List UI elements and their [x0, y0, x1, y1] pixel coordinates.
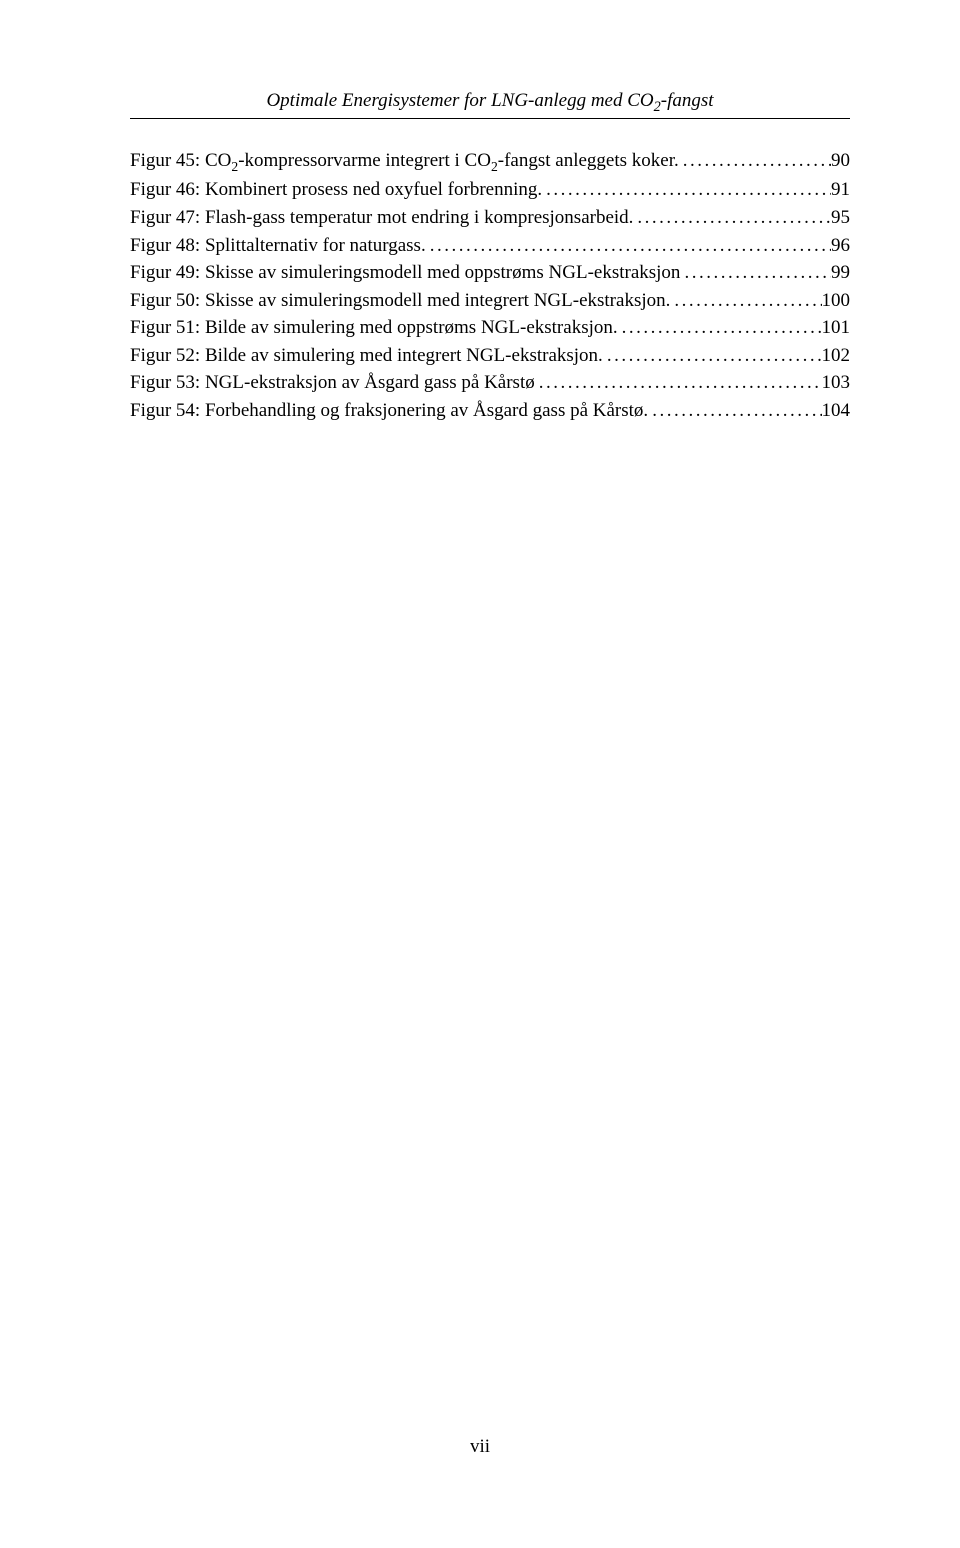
- page-header: Optimale Energisystemer for LNG-anlegg m…: [130, 90, 850, 119]
- toc-page-number: 90: [831, 147, 850, 175]
- table-of-contents: Figur 45: CO2-kompressorvarme integrert …: [130, 147, 850, 425]
- toc-leader-dots: [680, 259, 831, 287]
- page-footer: vii: [0, 1436, 960, 1458]
- toc-entry: Figur 45: CO2-kompressorvarme integrert …: [130, 147, 850, 177]
- toc-entry: Figur 49: Skisse av simuleringsmodell me…: [130, 259, 850, 287]
- toc-entry: Figur 54: Forbehandling og fraksjonering…: [130, 397, 850, 425]
- header-suffix: -fangst: [661, 90, 714, 111]
- toc-entry: Figur 47: Flash-gass temperatur mot endr…: [130, 204, 850, 232]
- toc-label: Figur 54: Forbehandling og fraksjonering…: [130, 397, 648, 425]
- toc-entry: Figur 48: Splittalternativ for naturgass…: [130, 232, 850, 260]
- toc-page-number: 99: [831, 259, 850, 287]
- toc-label: Figur 48: Splittalternativ for naturgass…: [130, 232, 426, 260]
- toc-page-number: 95: [831, 204, 850, 232]
- toc-page-number: 104: [822, 397, 851, 425]
- toc-leader-dots: [603, 342, 822, 370]
- toc-label: Figur 51: Bilde av simulering med oppstr…: [130, 314, 618, 342]
- toc-label: Figur 47: Flash-gass temperatur mot endr…: [130, 204, 633, 232]
- toc-label: Figur 49: Skisse av simuleringsmodell me…: [130, 259, 680, 287]
- toc-entry: Figur 50: Skisse av simuleringsmodell me…: [130, 287, 850, 315]
- toc-page-number: 103: [822, 369, 851, 397]
- toc-leader-dots: [633, 204, 831, 232]
- toc-entry: Figur 51: Bilde av simulering med oppstr…: [130, 314, 850, 342]
- toc-leader-dots: [670, 287, 821, 315]
- header-prefix: Optimale Energisystemer for LNG-anlegg m…: [266, 90, 653, 111]
- toc-label: Figur 45: CO2-kompressorvarme integrert …: [130, 147, 679, 177]
- toc-label: Figur 50: Skisse av simuleringsmodell me…: [130, 287, 670, 315]
- toc-page-number: 100: [822, 287, 851, 315]
- toc-label: Figur 52: Bilde av simulering med integr…: [130, 342, 603, 370]
- header-subscript: 2: [654, 99, 661, 115]
- toc-entry: Figur 52: Bilde av simulering med integr…: [130, 342, 850, 370]
- toc-leader-dots: [535, 369, 822, 397]
- toc-leader-dots: [426, 232, 831, 260]
- toc-page-number: 102: [822, 342, 851, 370]
- toc-page-number: 96: [831, 232, 850, 260]
- toc-leader-dots: [542, 176, 831, 204]
- toc-page-number: 91: [831, 176, 850, 204]
- toc-leader-dots: [618, 314, 822, 342]
- toc-label: Figur 46: Kombinert prosess ned oxyfuel …: [130, 176, 542, 204]
- toc-label: Figur 53: NGL-ekstraksjon av Åsgard gass…: [130, 369, 535, 397]
- toc-leader-dots: [679, 147, 831, 175]
- toc-leader-dots: [648, 397, 821, 425]
- toc-entry: Figur 46: Kombinert prosess ned oxyfuel …: [130, 176, 850, 204]
- page-number: vii: [470, 1436, 490, 1457]
- toc-entry: Figur 53: NGL-ekstraksjon av Åsgard gass…: [130, 369, 850, 397]
- toc-page-number: 101: [822, 314, 851, 342]
